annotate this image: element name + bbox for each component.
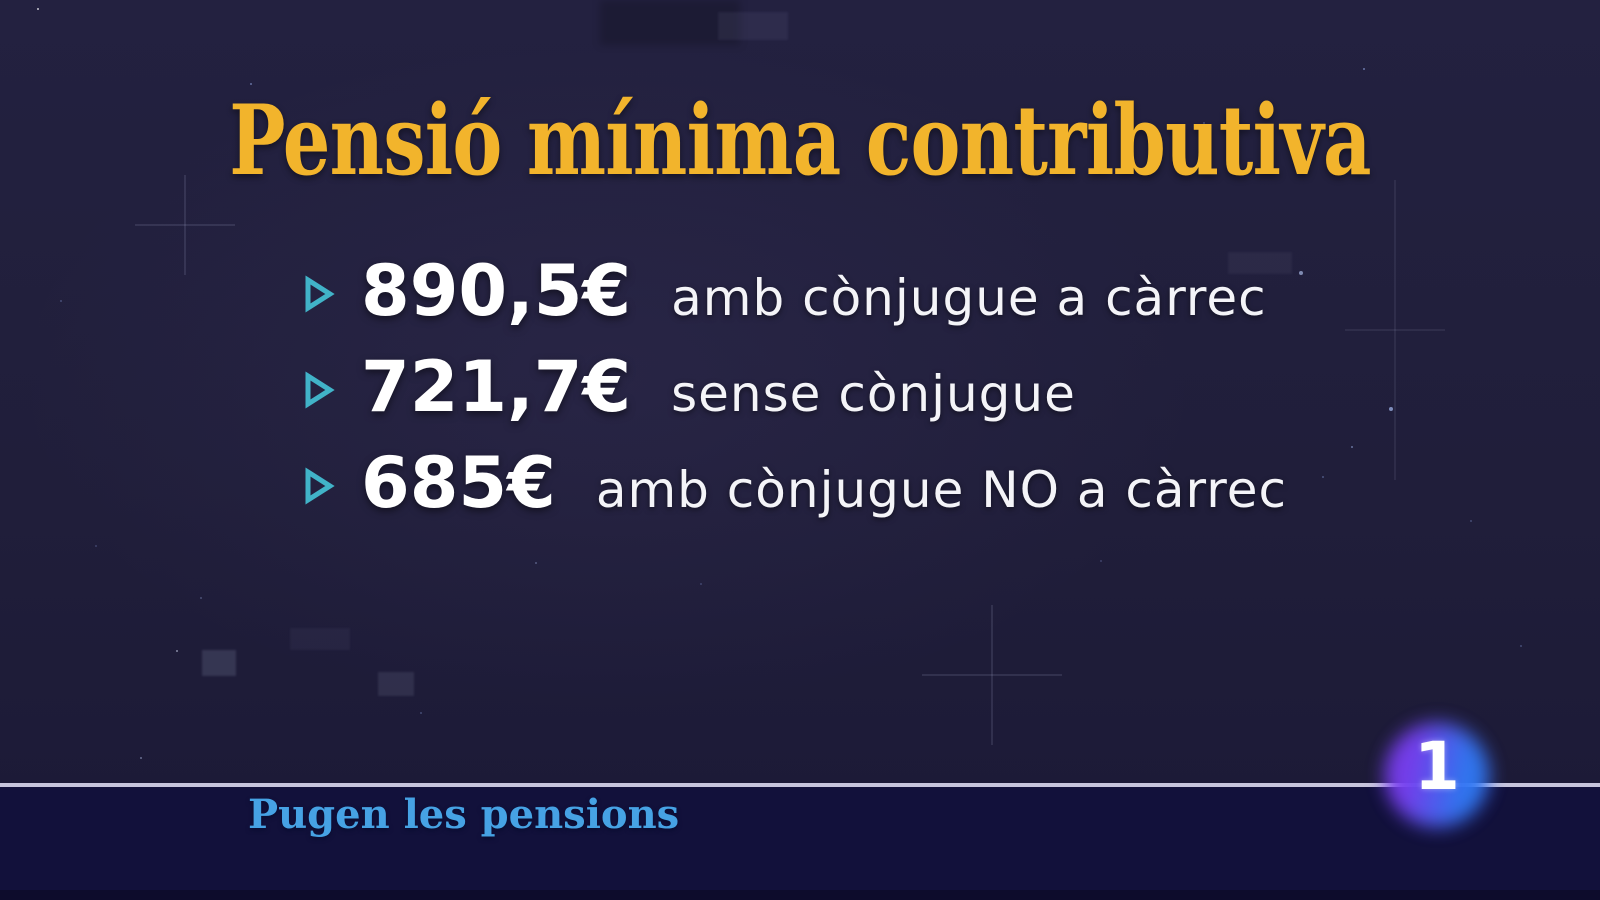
pension-label: amb cònjugue NO a càrrec [595, 461, 1287, 519]
background-noise-patch [600, 0, 740, 45]
pension-list: 890,5€ amb cònjugue a càrrec 721,7€ sens… [303, 250, 1287, 538]
bullet-triangle-icon [305, 467, 335, 505]
star-glint-icon [922, 605, 1062, 745]
banner-band: Pugen les pensions [0, 787, 1600, 900]
list-item: 685€ amb cònjugue NO a càrrec [303, 442, 1287, 524]
background-noise-patch [202, 650, 236, 676]
star-glint-icon [1345, 180, 1445, 480]
pension-label: amb cònjugue a càrrec [671, 269, 1267, 327]
banner-headline: Pugen les pensions [248, 791, 680, 838]
bullet-triangle-icon [305, 275, 335, 313]
logo-digit: 1 [1414, 728, 1460, 805]
background-noise-patch [718, 12, 788, 40]
starfield-dots [0, 0, 2, 2]
pension-amount: 890,5€ [361, 250, 632, 332]
list-item: 890,5€ amb cònjugue a càrrec [303, 250, 1287, 332]
bullet-triangle-icon [305, 371, 335, 409]
background-noise-patch [290, 628, 350, 650]
logo-glow-core [1386, 724, 1488, 826]
banner-separator-line [0, 783, 1600, 787]
background-noise-patch [378, 672, 414, 696]
pension-amount: 721,7€ [361, 346, 632, 428]
page-title: Pensió mínima contributiva [229, 84, 1371, 197]
pension-amount: 685€ [361, 442, 556, 524]
channel-1-logo: 1 [1372, 710, 1502, 840]
pension-label: sense cònjugue [671, 365, 1076, 423]
list-item: 721,7€ sense cònjugue [303, 346, 1287, 428]
